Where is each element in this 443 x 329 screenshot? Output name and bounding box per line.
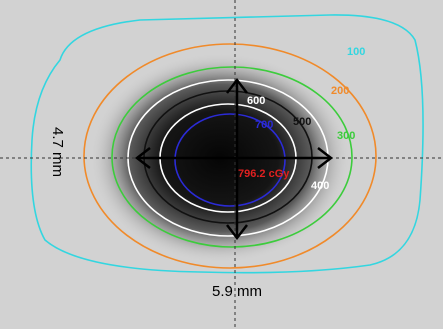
horizontal-dimension: 5.9 mm [212, 283, 262, 300]
vertical-dimension: 4.7 mm [49, 127, 66, 177]
isodose-label: 200 [331, 85, 349, 97]
isodose-label: 600 [247, 95, 265, 107]
page: {"isodose_lines": [ {"label": "100", "co… [0, 0, 443, 329]
isodose-label: 400 [311, 180, 329, 192]
point-dose: 796.2 cGy [238, 168, 290, 180]
dose-view: 100 200 300 400 500 600 700 796.2 cGy 4.7 mm 5… [0, 0, 443, 329]
isodose-label: 700 [255, 119, 273, 131]
isodose-label: 300 [337, 130, 355, 142]
isodose-label: 500 [293, 116, 311, 128]
isodose-label: 100 [347, 46, 365, 58]
